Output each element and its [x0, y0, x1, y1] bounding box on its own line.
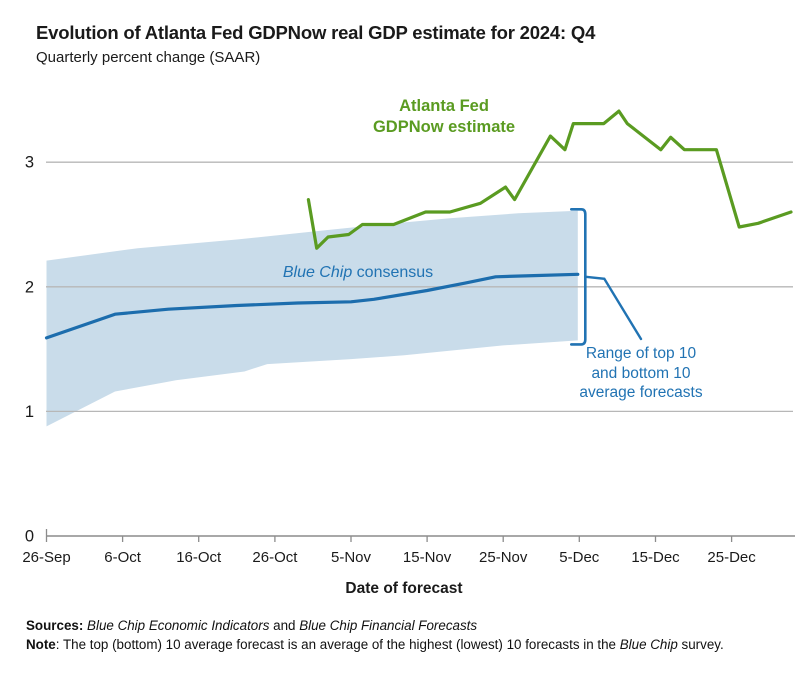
bluechip-series-label-italic: Blue Chip [282, 264, 353, 281]
sources-line: Sources: Blue Chip Economic Indicators a… [26, 616, 726, 635]
sources-label: Sources: [26, 618, 84, 633]
gdpnow-series-label: Atlanta Fed GDPNow estimate [373, 96, 515, 138]
x-tick-label: 5-Dec [559, 549, 600, 566]
sources-italic-1: Blue Chip Economic Indicators [87, 618, 270, 633]
x-tick-label: 6-Oct [104, 549, 142, 566]
y-tick-label: 0 [25, 528, 34, 546]
x-tick-label: 25-Dec [707, 549, 756, 566]
x-axis-title: Date of forecast [345, 580, 463, 597]
range-annotation-line1: Range of top 10 [585, 345, 697, 362]
bluechip-line [44, 272, 580, 340]
note-label: Note [26, 637, 56, 652]
x-tick-label: 15-Dec [631, 549, 680, 566]
bluechip-series-label-rest: consensus [356, 264, 434, 281]
y-tick-label: 3 [25, 154, 34, 172]
gdpnow-series-label-line1: Atlanta Fed [399, 97, 489, 115]
footnotes: Sources: Blue Chip Economic Indicators a… [26, 616, 726, 654]
note-italic: Blue Chip [619, 637, 678, 652]
y-tick-label: 1 [25, 403, 34, 421]
range-annotation-line3: average forecasts [579, 384, 703, 401]
x-tick-label: 15-Nov [403, 549, 452, 566]
forecast-range-band [46, 210, 578, 427]
sources-italic-2: Blue Chip Financial Forecasts [299, 618, 478, 633]
chart-subtitle: Quarterly percent change (SAAR) [36, 49, 261, 66]
gdpnow-series-label-line2: GDPNow estimate [372, 118, 516, 136]
x-tick-label: 16-Oct [176, 549, 222, 566]
chart-title: Evolution of Atlanta Fed GDPNow real GDP… [36, 22, 596, 43]
note-text-2: survey. [677, 637, 724, 652]
note-line: Note: The top (bottom) 10 average foreca… [26, 635, 726, 654]
x-tick-label: 26-Oct [252, 549, 298, 566]
gdpnow-line [306, 109, 793, 250]
x-tick-label: 25-Nov [479, 549, 528, 566]
sources-connector: and [269, 618, 300, 633]
x-tick-label: 26-Sep [22, 549, 70, 566]
note-text-1: : The top (bottom) 10 average forecast i… [55, 637, 620, 652]
bluechip-series-label: Blue Chip consensus [283, 264, 433, 282]
range-annotation: Range of top 10 and bottom 10 average fo… [579, 344, 702, 403]
x-tick-label: 5-Nov [331, 549, 372, 566]
annotation-leader-line [584, 275, 643, 341]
y-tick-label: 2 [25, 278, 34, 296]
range-annotation-line2: and bottom 10 [591, 364, 691, 382]
